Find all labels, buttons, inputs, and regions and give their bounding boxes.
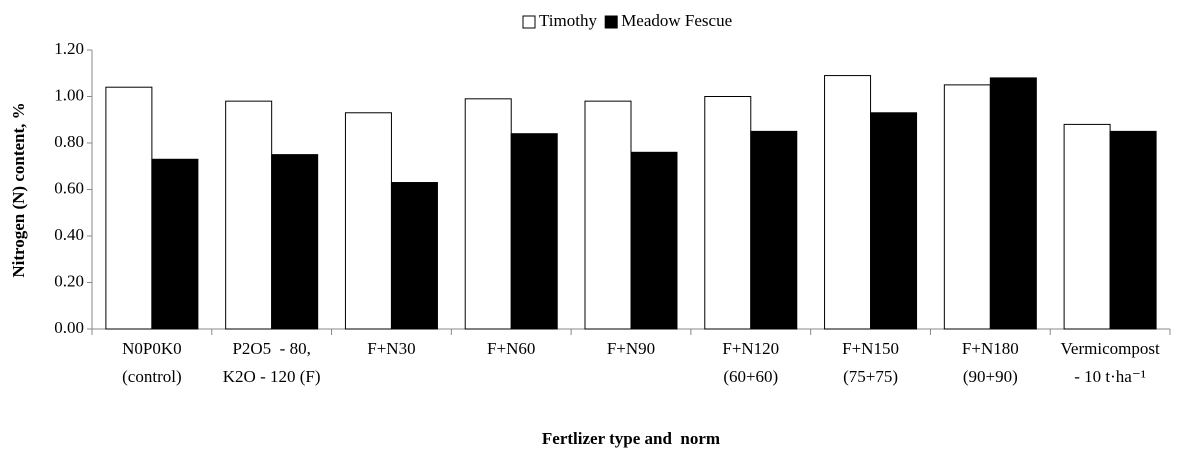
- bar: [390, 182, 438, 330]
- bar: [105, 86, 153, 330]
- y-tick-label: 0.20: [54, 271, 84, 290]
- x-tick-label: F+N180 (90+90): [962, 339, 1019, 386]
- bar: [870, 112, 918, 330]
- bar: [750, 130, 798, 330]
- y-axis-title: Nitrogen (N) content, %: [9, 102, 28, 277]
- bar: [704, 96, 752, 330]
- y-tick-label: 1.00: [54, 85, 84, 104]
- legend-swatch: [522, 15, 536, 29]
- bar: [464, 98, 512, 330]
- bar: [510, 133, 558, 330]
- y-tick-label: 0.80: [54, 132, 84, 151]
- bar: [225, 100, 273, 330]
- legend-swatch: [604, 15, 618, 29]
- x-tick-label: F+N60: [487, 339, 535, 358]
- y-tick-label: 0.60: [54, 178, 84, 197]
- bar: [989, 77, 1037, 330]
- y-tick-label: 0.40: [54, 225, 84, 244]
- bar: [584, 100, 632, 330]
- bar: [943, 84, 991, 330]
- legend-label: Meadow Fescue: [621, 11, 732, 30]
- x-tick-label: F+N30: [367, 339, 415, 358]
- x-tick-label: N0P0K0 (control): [122, 339, 182, 386]
- x-tick-label: F+N150 (75+75): [842, 339, 899, 386]
- x-tick-label: F+N120 (60+60): [722, 339, 779, 386]
- y-tick-label: 1.20: [54, 39, 84, 58]
- x-tick-label: P2O5 - 80, K2O - 120 (F): [223, 339, 321, 386]
- x-tick-label: F+N90: [607, 339, 655, 358]
- bar: [151, 158, 199, 330]
- bar: [824, 75, 872, 330]
- bar: [630, 151, 678, 330]
- x-tick-label: Vermicompost - 10 t·ha⁻¹: [1061, 339, 1160, 386]
- legend-label: Timothy: [539, 11, 597, 30]
- bar: [271, 154, 319, 330]
- x-axis-title: Fertlizer type and norm: [542, 429, 720, 448]
- bar: [1063, 123, 1111, 330]
- bar: [344, 112, 392, 330]
- bar: [1109, 130, 1157, 330]
- y-tick-label: 0.00: [54, 318, 84, 337]
